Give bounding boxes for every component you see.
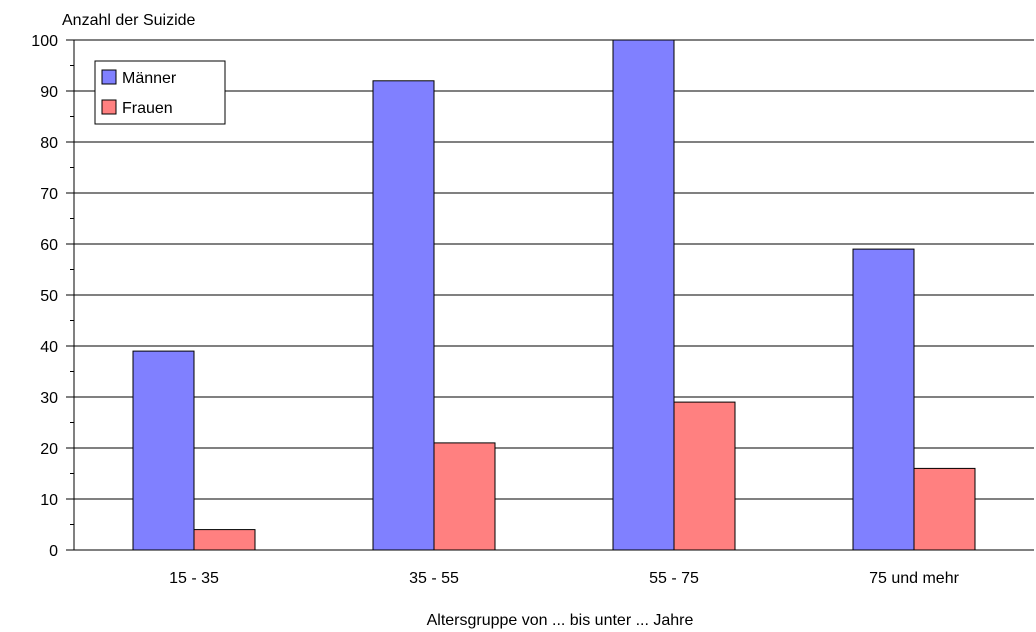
y-tick-label: 60 — [40, 237, 58, 254]
y-tick-label: 0 — [49, 543, 58, 560]
legend-label-frauen: Frauen — [122, 100, 173, 117]
legend-box — [94, 60, 226, 125]
y-tick-label: 50 — [40, 288, 58, 305]
bar-frauen-1 — [433, 442, 496, 551]
y-tick-label: 100 — [31, 33, 58, 50]
y-tick-label: 90 — [40, 84, 58, 101]
bar-frauen-0 — [193, 529, 256, 551]
legend-swatch-maenner — [101, 69, 117, 85]
legend-swatch-frauen — [101, 99, 117, 115]
bar-frauen-2 — [673, 401, 736, 551]
tick-labels: 0 10 20 30 40 50 60 70 80 90 100 15 - 35 35 - 55 55 -… — [31, 33, 959, 587]
y-tick-label: 40 — [40, 339, 58, 356]
axes — [66, 39, 1034, 551]
y-tick-label: 10 — [40, 492, 58, 509]
y-tick-label: 20 — [40, 441, 58, 458]
bar-frauen-3 — [913, 467, 976, 551]
bar-maenner-0 — [132, 350, 195, 551]
legend: Männer Frauen — [94, 60, 226, 125]
gridlines — [74, 39, 1034, 500]
y-tick-label: 30 — [40, 390, 58, 407]
x-tick-label: 15 - 35 — [169, 570, 219, 587]
bar-maenner-1 — [372, 80, 435, 551]
bar-maenner-2 — [612, 39, 675, 551]
y-axis-label: Anzahl der Suizide — [62, 12, 196, 29]
x-tick-label: 75 und mehr — [869, 570, 960, 587]
bar-maenner-3 — [852, 248, 915, 551]
y-tick-label: 70 — [40, 186, 58, 203]
x-tick-label: 55 - 75 — [649, 570, 699, 587]
x-tick-label: 35 - 55 — [409, 570, 459, 587]
y-tick-label: 80 — [40, 135, 58, 152]
bars — [132, 39, 976, 551]
x-axis-label: Altersgruppe von ... bis unter ... Jahre — [427, 612, 694, 629]
legend-label-maenner: Männer — [122, 70, 177, 87]
